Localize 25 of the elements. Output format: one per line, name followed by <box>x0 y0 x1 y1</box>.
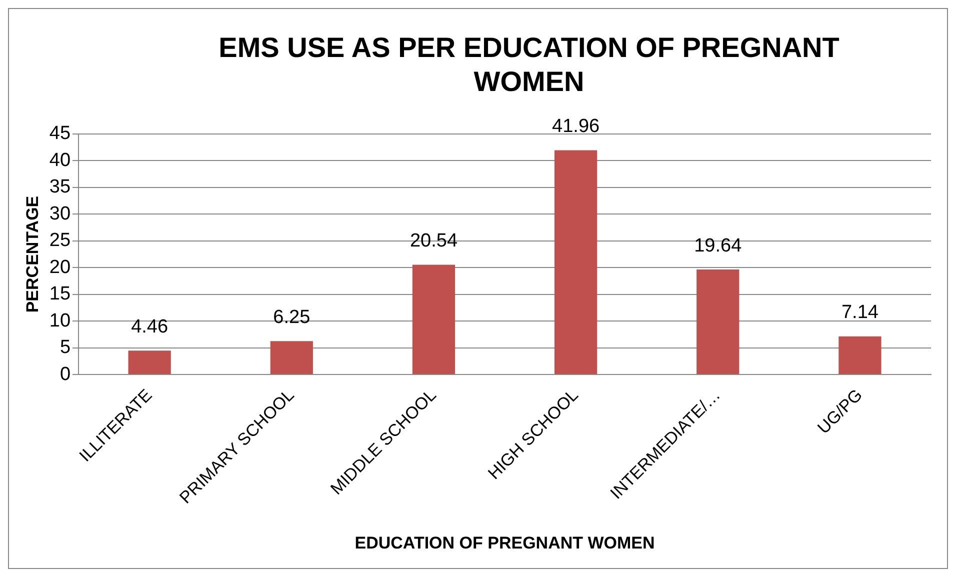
y-tick-label: 40 <box>49 150 71 171</box>
y-tick-label: 45 <box>49 123 71 144</box>
y-tick-label: 10 <box>49 310 71 332</box>
data-label: 41.96 <box>552 116 600 137</box>
chart-title: EMS USE AS PER EDUCATION OF PREGNANT WOMEN <box>218 31 840 99</box>
bar <box>838 336 882 374</box>
data-label: 7.14 <box>841 302 879 324</box>
y-tick-label: 35 <box>49 176 71 198</box>
data-label: 20.54 <box>410 230 458 252</box>
bar <box>270 341 313 374</box>
y-tick-label: 20 <box>49 256 71 278</box>
bar <box>128 350 171 374</box>
y-tick-label: 0 <box>60 364 71 385</box>
data-label: 19.64 <box>694 235 742 256</box>
x-axis-title: EDUCATION OF PREGNANT WOMEN <box>354 533 655 552</box>
data-label: 4.46 <box>131 316 168 338</box>
bar <box>554 150 598 374</box>
y-tick-label: 25 <box>49 230 71 252</box>
data-label: 6.25 <box>273 306 310 328</box>
y-axis-title: PERCENTAGE <box>22 196 42 313</box>
bar <box>412 264 456 374</box>
y-tick-label: 15 <box>49 284 71 305</box>
y-tick-label: 5 <box>60 337 71 358</box>
y-tick-label: 30 <box>49 203 71 224</box>
bar <box>696 270 740 374</box>
